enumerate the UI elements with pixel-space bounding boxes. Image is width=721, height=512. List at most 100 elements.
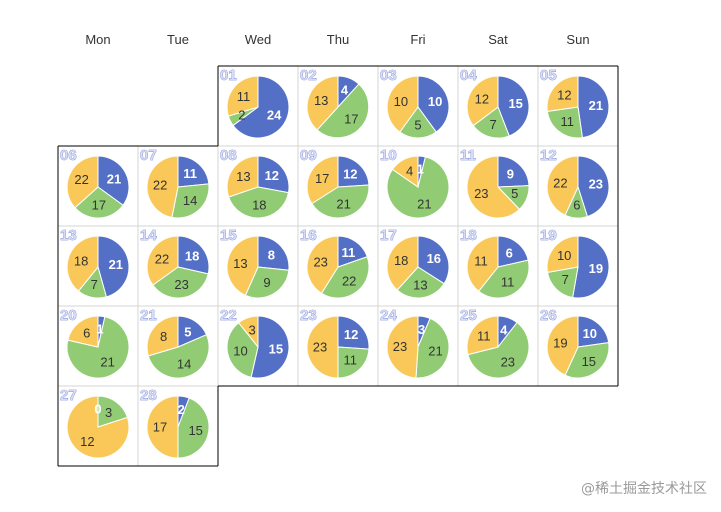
day-pie-02[interactable]: 4 17 13 xyxy=(306,75,370,139)
pie-slice[interactable] xyxy=(226,75,259,117)
pie-slice[interactable] xyxy=(306,155,339,205)
day-pie-26[interactable]: 10 15 19 xyxy=(546,315,610,379)
pie-slice[interactable] xyxy=(337,315,370,350)
day-pie-21[interactable]: 5 14 8 xyxy=(146,315,210,379)
day-pie-28[interactable]: 215 17 xyxy=(146,395,210,459)
pie-slice[interactable] xyxy=(577,155,610,218)
pie-slice[interactable] xyxy=(467,321,530,379)
day-pie-24[interactable]: 321 23 xyxy=(386,315,450,379)
day-pie-10[interactable]: 1 21 4 xyxy=(386,155,450,219)
pie-slice[interactable] xyxy=(546,235,579,273)
day-pie-25[interactable]: 4 23 11 xyxy=(466,315,530,379)
day-pie-22[interactable]: 15 103 xyxy=(226,315,290,379)
pie-slice[interactable] xyxy=(466,315,499,356)
pie-slice[interactable] xyxy=(546,266,579,299)
day-pie-11[interactable]: 9 5 23 xyxy=(466,155,530,219)
pie-slice[interactable] xyxy=(97,395,129,428)
day-pie-03[interactable]: 10 5 10 xyxy=(386,75,450,139)
pie-slice[interactable] xyxy=(391,155,419,188)
day-pie-07[interactable]: 11 14 22 xyxy=(146,155,210,219)
pie-slice[interactable] xyxy=(244,266,290,299)
day-pie-01[interactable]: 24 2 11 xyxy=(226,75,290,139)
day-pie-15[interactable]: 8 9 13 xyxy=(226,235,290,299)
pie-slice[interactable] xyxy=(177,235,210,275)
pie-slice[interactable] xyxy=(97,235,130,298)
day-pie-12[interactable]: 23 6 22 xyxy=(546,155,610,219)
pie-slice[interactable] xyxy=(466,235,499,292)
pie-slice[interactable] xyxy=(226,322,259,378)
pie-slice[interactable] xyxy=(386,235,419,291)
pie-slice[interactable] xyxy=(396,266,445,299)
pie-slice[interactable] xyxy=(74,186,124,219)
pie-slice[interactable] xyxy=(177,397,210,459)
pie-slice[interactable] xyxy=(67,315,99,348)
day-number: 25 xyxy=(460,307,477,324)
pie-slice[interactable] xyxy=(417,75,450,133)
pie-slice[interactable] xyxy=(228,186,290,219)
pie-slice[interactable] xyxy=(466,155,521,219)
day-number: 26 xyxy=(540,307,557,324)
pie-slice[interactable] xyxy=(399,106,437,139)
day-pie-04[interactable]: 15 712 xyxy=(466,75,530,139)
pie-slice[interactable] xyxy=(546,155,579,216)
pie-slice[interactable] xyxy=(146,315,179,357)
pie-slice[interactable] xyxy=(311,184,370,219)
pie-slice[interactable] xyxy=(177,155,210,188)
pie-slice[interactable] xyxy=(386,315,419,379)
pie-slice[interactable] xyxy=(146,235,179,286)
pie-slice[interactable] xyxy=(477,259,530,299)
day-pie-27[interactable]: 0 3 12 xyxy=(66,395,130,459)
pie-slice[interactable] xyxy=(66,235,99,292)
pie-slice[interactable] xyxy=(66,395,130,459)
pie-slice[interactable] xyxy=(472,106,510,139)
day-pie-23[interactable]: 12 11 23 xyxy=(306,315,370,379)
day-pie-18[interactable]: 6 11 11 xyxy=(466,235,530,299)
pie-slice[interactable] xyxy=(386,75,419,133)
day-pie-19[interactable]: 19 7 10 xyxy=(546,235,610,299)
pie-slice[interactable] xyxy=(546,75,579,112)
pie-slice[interactable] xyxy=(306,315,339,379)
pie-slice[interactable] xyxy=(546,106,583,139)
pie-slice[interactable] xyxy=(415,317,450,379)
pie-slice[interactable] xyxy=(497,75,530,137)
pie-slice[interactable] xyxy=(316,83,370,139)
pie-slice[interactable] xyxy=(232,75,290,139)
pie-slice[interactable] xyxy=(226,155,259,198)
pie-slice[interactable] xyxy=(237,315,259,349)
pie-slice[interactable] xyxy=(577,75,610,139)
day-number: 28 xyxy=(140,387,157,404)
pie-slice[interactable] xyxy=(250,315,290,379)
pie-slice[interactable] xyxy=(257,235,290,271)
pie-slice[interactable] xyxy=(257,155,290,194)
pie-slice[interactable] xyxy=(320,256,370,299)
pie-slice[interactable] xyxy=(337,346,370,379)
pie-slice[interactable] xyxy=(66,155,99,209)
pie-slice[interactable] xyxy=(466,75,499,127)
pie-slice[interactable] xyxy=(97,155,130,206)
pie-slice[interactable] xyxy=(337,155,370,188)
pie-slice[interactable] xyxy=(546,315,579,376)
pie-slice[interactable] xyxy=(152,266,209,299)
pie-slice[interactable] xyxy=(146,395,179,459)
day-pie-13[interactable]: 21 718 xyxy=(66,235,130,299)
pie-slice[interactable] xyxy=(497,235,529,268)
day-pie-16[interactable]: 11 22 23 xyxy=(306,235,370,299)
pie-slice[interactable] xyxy=(572,235,610,299)
slice-value-label: 5 xyxy=(414,118,421,133)
day-pie-05[interactable]: 21 11 12 xyxy=(546,75,610,139)
pie-slice[interactable] xyxy=(497,155,530,188)
pie-slice[interactable] xyxy=(577,315,610,348)
pie-slice[interactable] xyxy=(171,183,210,219)
pie-slice[interactable] xyxy=(146,155,179,218)
pie-slice[interactable] xyxy=(226,235,259,296)
day-pie-14[interactable]: 18 23 22 xyxy=(146,235,210,299)
pie-slice[interactable] xyxy=(147,334,210,379)
pie-slice[interactable] xyxy=(306,75,339,131)
day-pie-20[interactable]: 1 21 6 xyxy=(66,315,130,379)
day-pie-09[interactable]: 12 21 17 xyxy=(306,155,370,219)
pie-slice[interactable] xyxy=(306,235,339,294)
slice-value-label: 8 xyxy=(268,248,275,263)
